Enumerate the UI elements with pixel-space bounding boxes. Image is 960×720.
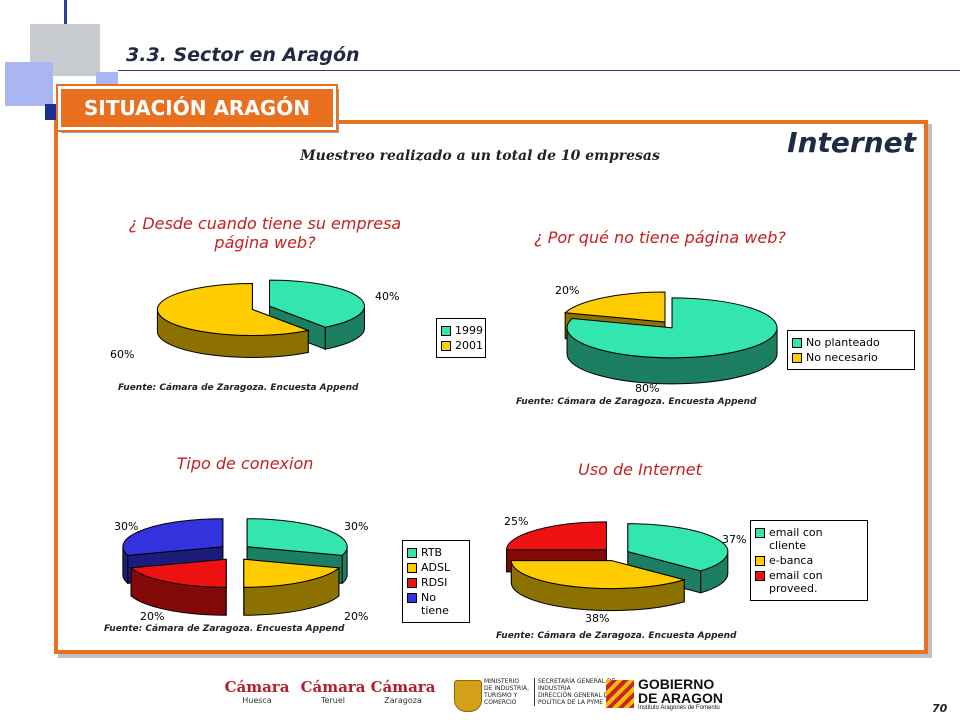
legend-item: email con proveed. xyxy=(755,569,863,595)
legend-swatch xyxy=(407,578,417,588)
section-title: 3.3. Sector en Aragón xyxy=(126,44,360,66)
legend-label: ADSL xyxy=(421,561,451,574)
legend-swatch xyxy=(407,563,417,573)
pie-chart: 30% 20% 20% 30% xyxy=(114,518,368,623)
camara-teruel-logo: Cámara Teruel xyxy=(300,678,366,705)
corner-decoration xyxy=(45,104,57,120)
pie-chart: 80% 20% xyxy=(555,284,778,395)
data-label: 30% xyxy=(114,520,138,533)
gobierno-aragon-logo: GOBIERNO DE ARAGON Instituto Aragonés de… xyxy=(638,676,724,711)
pie-slice-rdsi xyxy=(129,558,227,588)
legend-swatch xyxy=(441,326,451,336)
legend-item: e-banca xyxy=(755,554,863,567)
data-label: 20% xyxy=(140,610,164,623)
data-label: 20% xyxy=(344,610,368,623)
pie-slice-no-tiene xyxy=(122,518,224,556)
chart-title: Tipo de conexion xyxy=(176,454,314,473)
legend-label: No tiene xyxy=(421,591,449,617)
legend-item: No tiene xyxy=(407,591,465,617)
pie-slice-2001 xyxy=(156,282,311,336)
chart-legend: RTB ADSL RDSI No tiene xyxy=(402,540,470,623)
chart-legend: No planteado No necesario xyxy=(787,330,915,370)
pie-slice-adsl xyxy=(243,558,341,588)
legend-swatch xyxy=(407,593,417,603)
legend-item: RTB xyxy=(407,546,465,559)
legend-label: 2001 xyxy=(455,339,483,352)
chart-source: Fuente: Cámara de Zaragoza. Encuesta App… xyxy=(496,631,737,641)
data-label: 20% xyxy=(555,284,579,297)
data-label: 80% xyxy=(635,382,659,395)
legend-label: email con proveed. xyxy=(769,569,823,595)
page-number: 70 xyxy=(932,702,948,715)
sample-note: Muestreo realizado a un total de 10 empr… xyxy=(300,148,660,164)
pie-chart: 40% 60% xyxy=(110,279,399,361)
legend-label: No planteado xyxy=(806,336,880,349)
data-label: 30% xyxy=(344,520,368,533)
pie-chart: 37% 38% 25% xyxy=(504,515,746,625)
pie-slice-1999 xyxy=(269,279,365,328)
pie-slice-e-banca xyxy=(510,560,687,590)
chart-source: Fuente: Cámara de Zaragoza. Encuesta App… xyxy=(118,383,359,393)
legend-swatch xyxy=(441,341,451,351)
pie-slice-email-con-proveed- xyxy=(506,521,608,551)
legend-item: ADSL xyxy=(407,561,465,574)
chart-title: ¿ Por qué no tiene página web? xyxy=(534,228,786,247)
footer-logos: Cámara Huesca Cámara Teruel Cámara Zarag… xyxy=(222,676,742,716)
legend-label: email con cliente xyxy=(769,526,823,552)
legend-swatch xyxy=(755,556,765,566)
chart-legend: email con cliente e-banca email con provee… xyxy=(750,520,868,601)
secretaria-text: SECRETARÍA GENERAL DE INDUSTRIA DIRECCIÓN… xyxy=(534,678,615,706)
corner-decoration xyxy=(5,62,53,106)
chart-title: Uso de Internet xyxy=(578,460,702,479)
aragon-flag-icon xyxy=(606,680,634,708)
legend-item: RDSI xyxy=(407,576,465,589)
chart-source: Fuente: Cámara de Zaragoza. Encuesta App… xyxy=(516,397,757,407)
spain-coat-of-arms-icon xyxy=(454,680,482,712)
legend-swatch xyxy=(792,338,802,348)
pie-slice-rtb xyxy=(246,518,348,556)
legend-item: 2001 xyxy=(441,339,483,352)
panel-title: Internet xyxy=(787,126,916,159)
legend-item: No planteado xyxy=(792,336,910,349)
legend-label: 1999 xyxy=(455,324,483,337)
chart-legend: 1999 2001 xyxy=(436,318,486,358)
chart-source: Fuente: Cámara de Zaragoza. Encuesta App… xyxy=(104,624,345,634)
data-label: 25% xyxy=(504,515,528,528)
pie-slice-no-planteado xyxy=(566,297,778,359)
header-rule xyxy=(118,70,960,71)
legend-item: 1999 xyxy=(441,324,483,337)
legend-label: RDSI xyxy=(421,576,448,589)
chart-title: ¿ Desde cuando tiene su empresa página w… xyxy=(128,214,402,252)
pie-slice-no-necesario xyxy=(563,291,666,323)
legend-swatch xyxy=(755,528,765,538)
legend-label: No necesario xyxy=(806,351,878,364)
section-tab: SITUACIÓN ARAGÓN xyxy=(56,84,338,132)
legend-swatch xyxy=(407,548,417,558)
legend-item: No necesario xyxy=(792,351,910,364)
data-label: 40% xyxy=(375,290,399,303)
legend-label: e-banca xyxy=(769,554,814,567)
corner-decoration xyxy=(64,0,67,30)
data-label: 38% xyxy=(585,612,609,625)
pie-slice-email-con-cliente xyxy=(627,523,729,572)
camara-zaragoza-logo: Cámara Zaragoza xyxy=(370,678,436,705)
ministry-text: MINISTERIO DE INDUSTRIA, TURISMO Y COMERCI… xyxy=(484,678,530,706)
data-label: 37% xyxy=(722,533,746,546)
legend-label: RTB xyxy=(421,546,443,559)
legend-swatch xyxy=(755,571,765,581)
data-label: 60% xyxy=(110,348,134,361)
camara-huesca-logo: Cámara Huesca xyxy=(224,678,290,705)
legend-swatch xyxy=(792,353,802,363)
legend-item: email con cliente xyxy=(755,526,863,552)
